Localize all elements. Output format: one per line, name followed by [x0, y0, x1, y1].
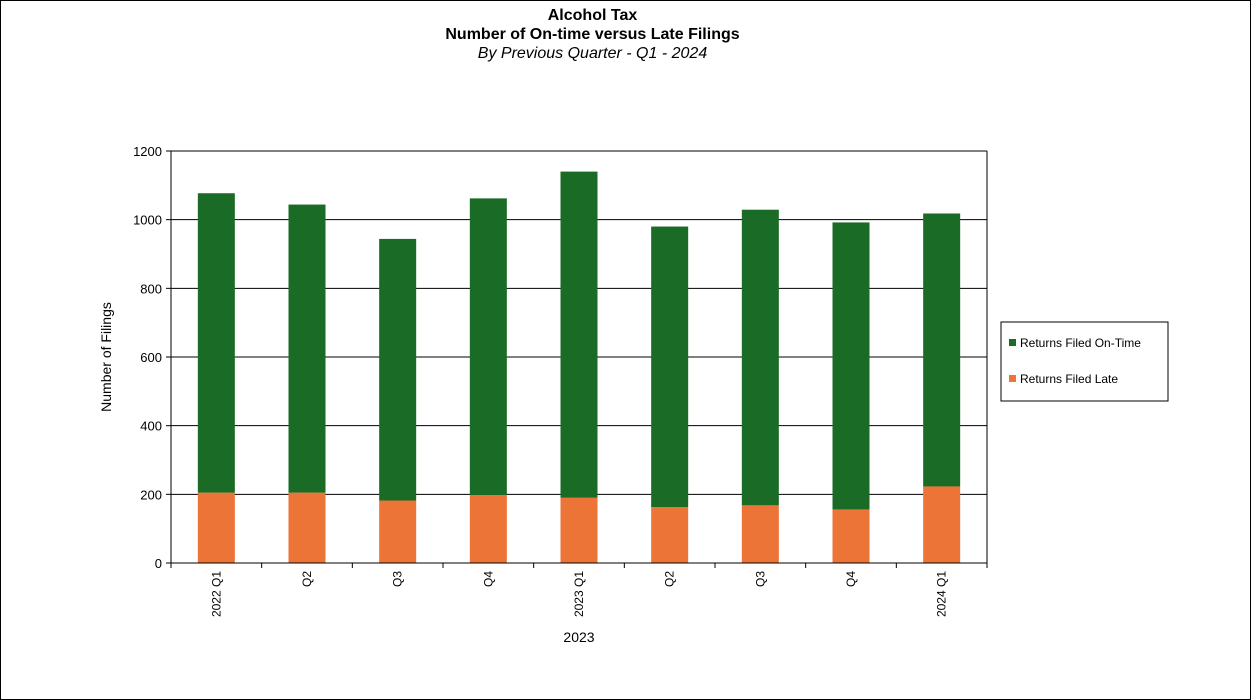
bar-late: [741, 505, 779, 563]
x-tick-label: Q3: [391, 571, 405, 587]
x-tick-label: 2022 Q1: [209, 571, 223, 617]
bar-late: [379, 500, 417, 563]
x-tick-label: Q2: [663, 571, 677, 587]
bar-late: [469, 495, 507, 563]
bar-late: [651, 507, 689, 563]
chart-subtitle: Number of On-time versus Late Filings: [445, 26, 740, 43]
x-tick-label: 2024 Q1: [935, 571, 949, 617]
chart-titles: Alcohol Tax Number of On-time versus Lat…: [1, 6, 1184, 63]
bar-on-time: [651, 226, 689, 508]
y-tick-label: 600: [140, 350, 162, 365]
y-axis-title: Number of Filings: [98, 302, 114, 412]
legend-label: Returns Filed Late: [1020, 372, 1118, 386]
bar-on-time: [923, 213, 961, 487]
chart-title: Alcohol Tax: [547, 7, 638, 24]
bar-late: [832, 509, 870, 563]
x-tick-label: Q4: [844, 571, 858, 587]
bar-on-time: [741, 209, 779, 506]
legend-label: Returns Filed On-Time: [1020, 336, 1141, 350]
x-axis-title: 2023: [563, 629, 594, 645]
x-tick-label: Q4: [481, 571, 495, 587]
bar-late: [560, 497, 598, 563]
x-tick-label: 2023 Q1: [572, 571, 586, 617]
y-tick-label: 800: [140, 281, 162, 296]
bar-late: [288, 492, 326, 563]
y-tick-label: 1000: [133, 213, 162, 228]
bar-on-time: [288, 204, 326, 493]
legend-box: [1000, 321, 1169, 402]
y-tick-label: 1200: [133, 144, 162, 159]
y-tick-label: 200: [140, 487, 162, 502]
bar-on-time: [832, 222, 870, 510]
y-tick-label: 400: [140, 419, 162, 434]
bar-on-time: [197, 193, 235, 493]
legend-swatch: [1009, 339, 1016, 346]
bar-on-time: [469, 198, 507, 496]
x-tick-label: Q3: [753, 571, 767, 587]
bar-late: [197, 492, 235, 563]
chart-subtitle-2: By Previous Quarter - Q1 - 2024: [477, 45, 708, 62]
y-tick-label: 0: [155, 556, 162, 571]
legend-swatch: [1009, 375, 1016, 382]
bar-on-time: [379, 238, 417, 501]
bar-on-time: [560, 171, 598, 498]
bar-late: [923, 486, 961, 563]
x-tick-label: Q2: [300, 571, 314, 587]
